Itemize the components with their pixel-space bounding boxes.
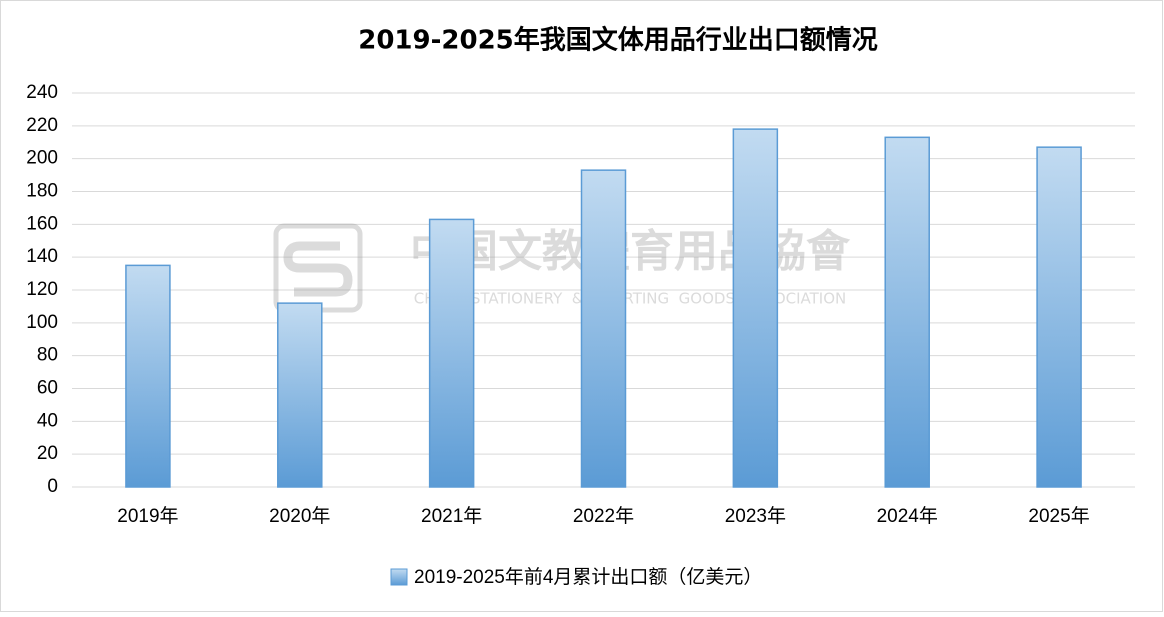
x-tick-label: 2021年 (421, 505, 482, 527)
y-tick-label: 40 (37, 410, 58, 431)
watermark-text: 中国文教體育用品協會 (410, 226, 851, 277)
y-tick-label: 80 (37, 345, 58, 366)
bar (125, 264, 171, 488)
bar (428, 218, 475, 488)
y-tick-label: 160 (26, 213, 58, 234)
chart-title: 2019-2025年我国文体用品行业出口额情况 (358, 25, 878, 56)
bar (884, 136, 930, 488)
y-tick-label: 240 (26, 82, 58, 103)
bar (277, 302, 323, 488)
bar (580, 169, 627, 488)
x-tick-label: 2020年 (269, 505, 330, 527)
x-tick-label: 2024年 (877, 505, 938, 527)
y-tick-label: 120 (26, 279, 58, 300)
y-tick-label: 200 (26, 148, 58, 169)
y-tick-label: 60 (37, 378, 58, 399)
legend-label: 2019-2025年前4月累计出口额（亿美元） (414, 566, 762, 588)
x-tick-label: 2022年 (573, 505, 634, 527)
y-tick-label: 140 (26, 246, 58, 267)
x-tick-label: 2023年 (725, 505, 786, 527)
x-tick-label: 2025年 (1028, 505, 1089, 527)
y-tick-label: 100 (26, 312, 58, 333)
watermark-text-en: CHINA STATIONERY & SPORTING GOODS ASSOCI… (414, 290, 847, 308)
y-tick-label: 0 (47, 476, 58, 497)
legend-swatch (390, 568, 408, 586)
y-tick-label: 220 (26, 115, 58, 136)
y-tick-label: 20 (37, 443, 58, 464)
bar (732, 128, 779, 488)
watermark-logo-s (283, 241, 353, 297)
y-tick-label: 180 (26, 181, 58, 202)
bar (1036, 146, 1082, 488)
x-tick-label: 2019年 (117, 505, 178, 527)
